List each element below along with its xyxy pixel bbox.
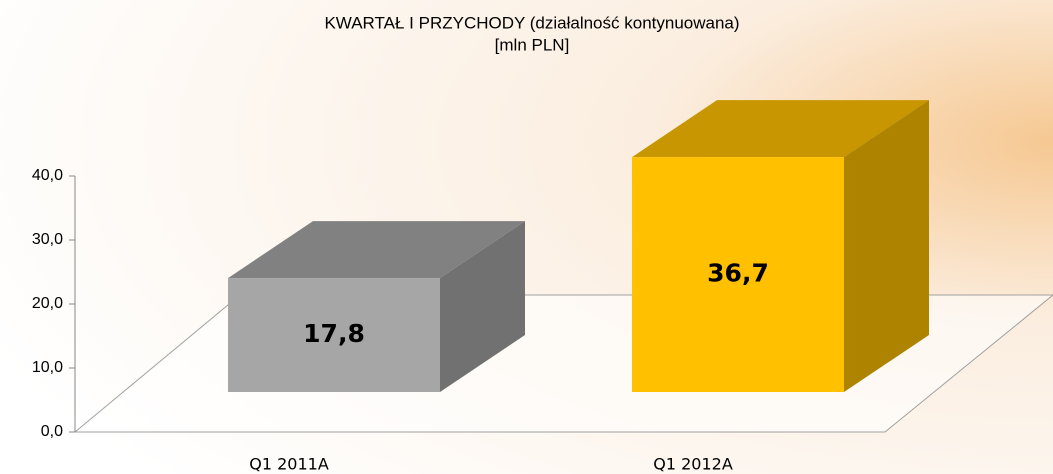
- bar-top: [632, 100, 929, 158]
- chart-title: KWARTAŁ I PRZYCHODY (działalność kontynu…: [324, 13, 739, 32]
- bar: [632, 157, 844, 392]
- y-tick-label: 10,0: [32, 359, 63, 376]
- x-tick-label: Q1 2012A: [653, 455, 733, 474]
- y-tick-label: 0,0: [41, 423, 63, 440]
- y-tick-label: 30,0: [32, 231, 63, 248]
- y-tick-label: 40,0: [32, 167, 63, 184]
- bar-side: [844, 100, 929, 393]
- value-label: 36,7: [707, 259, 769, 288]
- bar-side: [440, 221, 525, 392]
- x-tick-label: Q1 2011A: [249, 455, 329, 474]
- value-label: 17,8: [303, 319, 365, 348]
- bar-top: [228, 221, 525, 279]
- y-tick-label: 20,0: [32, 295, 63, 312]
- chart-subtitle: [mln PLN]: [495, 35, 570, 54]
- bar: [228, 278, 440, 392]
